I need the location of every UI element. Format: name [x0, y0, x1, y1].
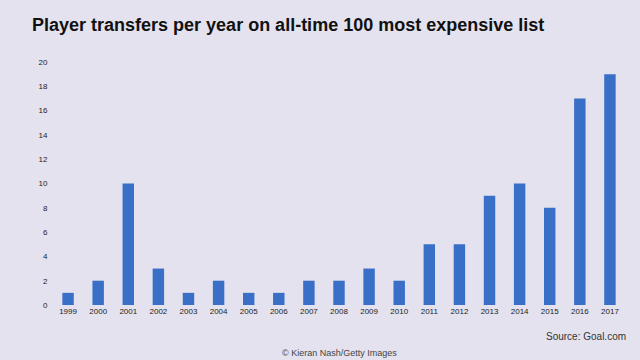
svg-text:4: 4 — [43, 252, 48, 261]
svg-text:2013: 2013 — [481, 307, 499, 316]
svg-text:2001: 2001 — [119, 307, 137, 316]
svg-text:0: 0 — [43, 301, 48, 310]
svg-text:2: 2 — [43, 277, 48, 286]
svg-text:6: 6 — [43, 228, 48, 237]
svg-text:2007: 2007 — [300, 307, 318, 316]
svg-text:2014: 2014 — [511, 307, 529, 316]
svg-text:2000: 2000 — [89, 307, 107, 316]
svg-text:2009: 2009 — [360, 307, 378, 316]
svg-text:2017: 2017 — [601, 307, 619, 316]
svg-text:1999: 1999 — [59, 307, 77, 316]
svg-text:2008: 2008 — [330, 307, 348, 316]
svg-text:2004: 2004 — [210, 307, 228, 316]
svg-text:2010: 2010 — [390, 307, 408, 316]
svg-text:12: 12 — [38, 155, 47, 164]
svg-text:2002: 2002 — [149, 307, 167, 316]
svg-text:18: 18 — [38, 82, 47, 91]
svg-text:2006: 2006 — [270, 307, 288, 316]
svg-text:Player transfers per year on a: Player transfers per year on all-time 10… — [32, 15, 544, 35]
svg-text:10: 10 — [38, 179, 47, 188]
svg-text:2003: 2003 — [180, 307, 198, 316]
svg-text:© Kieran Nash/Getty Images: © Kieran Nash/Getty Images — [282, 348, 397, 358]
svg-text:2015: 2015 — [541, 307, 559, 316]
svg-text:16: 16 — [38, 106, 47, 115]
svg-text:2005: 2005 — [240, 307, 258, 316]
svg-text:20: 20 — [38, 58, 47, 67]
svg-text:2012: 2012 — [451, 307, 469, 316]
svg-text:2016: 2016 — [571, 307, 589, 316]
svg-text:2011: 2011 — [421, 307, 439, 316]
svg-text:8: 8 — [43, 204, 48, 213]
svg-text:14: 14 — [38, 131, 47, 140]
svg-text:Source: Goal.com: Source: Goal.com — [546, 331, 626, 342]
